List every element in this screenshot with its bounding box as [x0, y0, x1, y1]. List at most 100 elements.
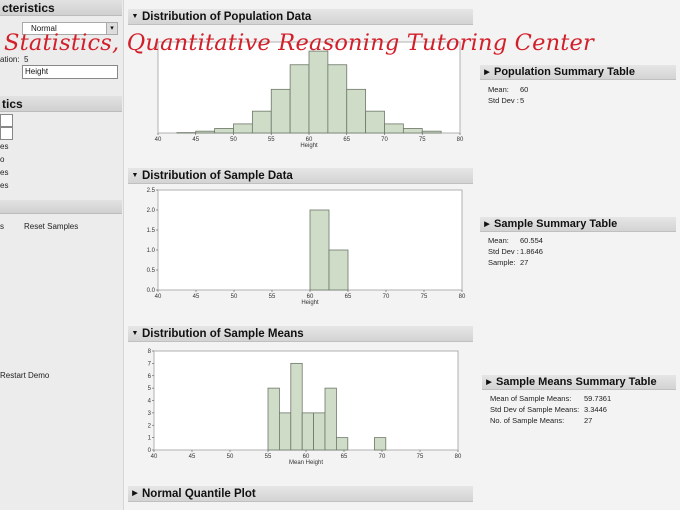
sample-section-header[interactable]: ▼ Distribution of Sample Data — [128, 168, 473, 184]
sample-summary-label: Mean: — [488, 236, 509, 245]
y-tick-label: 1 — [148, 436, 152, 442]
triangle-right-icon[interactable]: ▶ — [132, 490, 138, 497]
y-tick-label: 8 — [148, 349, 152, 355]
histogram-bar — [324, 387, 337, 451]
y-tick-label: 2.0 — [147, 208, 156, 214]
population-summary-table: Mean: 60 Std Dev :5 — [488, 84, 528, 106]
x-tick-label: 75 — [419, 137, 426, 143]
statistics-header[interactable]: tics — [0, 96, 122, 112]
x-tick-label: 50 — [227, 454, 234, 460]
x-tick-label: 65 — [343, 137, 350, 143]
triangle-right-icon[interactable]: ▶ — [484, 69, 490, 76]
y-tick-label: 0 — [148, 448, 152, 454]
x-tick-label: 45 — [189, 454, 196, 460]
histogram-bar — [308, 50, 329, 134]
x-tick-label: 70 — [383, 294, 390, 300]
sample-summary-value: 1.8646 — [520, 247, 543, 256]
histogram-bar — [290, 362, 303, 451]
sample-summary-header[interactable]: ▶ Sample Summary Table — [480, 217, 676, 232]
x-axis-title: Height — [300, 143, 318, 149]
option-label-4: es — [0, 181, 9, 190]
x-tick-label: 65 — [345, 294, 352, 300]
means-summary-row: Std Dev of Sample Means: 3.3446 — [490, 404, 611, 415]
std-dev-value[interactable]: 5 — [24, 55, 29, 64]
x-tick-label: 60 — [303, 454, 310, 460]
triangle-down-icon[interactable]: ▼ — [131, 330, 139, 337]
x-tick-label: 40 — [151, 454, 158, 460]
sample-summary-label: Std Dev : — [488, 247, 519, 256]
triangle-right-icon[interactable]: ▶ — [484, 221, 490, 228]
option-label-3: es — [0, 168, 9, 177]
histogram-bar — [402, 128, 423, 134]
y-tick-label: 1.0 — [147, 248, 156, 254]
sampling-header — [0, 200, 122, 214]
x-axis-title: Mean Height — [289, 460, 323, 466]
draw-samples-button[interactable]: s — [0, 222, 4, 231]
sample-section-title: Distribution of Sample Data — [142, 170, 293, 182]
population-summary-title: Population Summary Table — [494, 66, 635, 78]
sample-size-field[interactable] — [0, 114, 13, 127]
histogram-bar — [373, 437, 387, 451]
sample-summary-title: Sample Summary Table — [494, 218, 618, 230]
population-section-header[interactable]: ▼ Distribution of Population Data — [128, 9, 473, 25]
restart-demo-button[interactable]: Restart Demo — [0, 371, 50, 380]
x-tick-label: 65 — [341, 454, 348, 460]
sample-histogram: 40 45 50 55 60 65 70 75 80 0.0 0.5 1.0 1.5 2.0 2.5 Heig… — [147, 188, 466, 306]
std-dev-label: ation: — [0, 55, 20, 64]
quantile-section-header[interactable]: ▶ Normal Quantile Plot — [128, 486, 473, 502]
y-tick-label: 4 — [148, 399, 152, 405]
chevron-down-icon: ▾ — [106, 23, 117, 34]
means-section-header[interactable]: ▼ Distribution of Sample Means — [128, 326, 473, 342]
option-label-1: es — [0, 142, 9, 151]
x-tick-label: 55 — [269, 294, 276, 300]
y-tick-label: 2 — [148, 423, 152, 429]
x-tick-label: 55 — [268, 137, 275, 143]
x-tick-label: 80 — [459, 294, 466, 300]
x-tick-label: 50 — [231, 294, 238, 300]
reset-samples-button[interactable]: Reset Samples — [24, 222, 79, 231]
means-summary-value: 59.7361 — [584, 394, 612, 403]
triangle-right-icon[interactable]: ▶ — [486, 379, 492, 386]
y-tick-label: 7 — [148, 361, 152, 367]
means-summary-value: 3.3446 — [584, 405, 607, 414]
triangle-down-icon[interactable]: ▼ — [131, 13, 139, 20]
variable-name-field[interactable]: Height — [22, 65, 118, 79]
histogram-bar — [365, 110, 385, 134]
x-tick-label: 55 — [265, 454, 272, 460]
population-section-title: Distribution of Population Data — [142, 11, 312, 23]
x-tick-label: 40 — [155, 294, 162, 300]
histogram-bar — [328, 249, 349, 291]
means-summary-row: Mean of Sample Means: 59.7361 — [490, 393, 611, 404]
x-tick-label: 80 — [455, 454, 462, 460]
histogram-bar — [384, 123, 404, 134]
histogram-bar — [289, 64, 310, 134]
population-summary-row: Mean: 60 — [488, 84, 528, 95]
sample-summary-label: Sample: — [488, 258, 516, 267]
histogram-bar — [421, 130, 442, 134]
x-tick-label: 75 — [417, 454, 424, 460]
sample-summary-row: Std Dev :1.8646 — [488, 246, 543, 257]
histogram-bar — [327, 64, 348, 134]
num-samples-field[interactable] — [0, 127, 13, 140]
triangle-down-icon[interactable]: ▼ — [131, 172, 139, 179]
histogram-bar — [313, 412, 326, 451]
population-summary-value: 60 — [520, 85, 529, 94]
means-summary-value: 27 — [584, 416, 593, 425]
y-tick-label: 0.0 — [147, 288, 156, 294]
y-tick-label: 5 — [148, 386, 152, 392]
histogram-bar — [301, 412, 314, 451]
population-summary-header[interactable]: ▶ Population Summary Table — [480, 65, 676, 80]
distribution-select[interactable]: Normal ▾ — [22, 22, 118, 35]
population-summary-value: 5 — [520, 96, 525, 105]
population-summary-row: Std Dev :5 — [488, 95, 528, 106]
histogram-bar — [233, 123, 253, 134]
watermark-text: Statistics, Quantitative Reasoning Tutor… — [4, 30, 595, 56]
x-tick-label: 40 — [155, 137, 162, 143]
means-summary-label: Mean of Sample Means: — [490, 394, 572, 403]
characteristics-header[interactable]: cteristics — [0, 0, 122, 16]
means-summary-header[interactable]: ▶ Sample Means Summary Table — [482, 375, 676, 390]
histogram-bar — [214, 128, 234, 134]
x-tick-label: 60 — [306, 137, 313, 143]
y-tick-label: 6 — [148, 374, 152, 380]
